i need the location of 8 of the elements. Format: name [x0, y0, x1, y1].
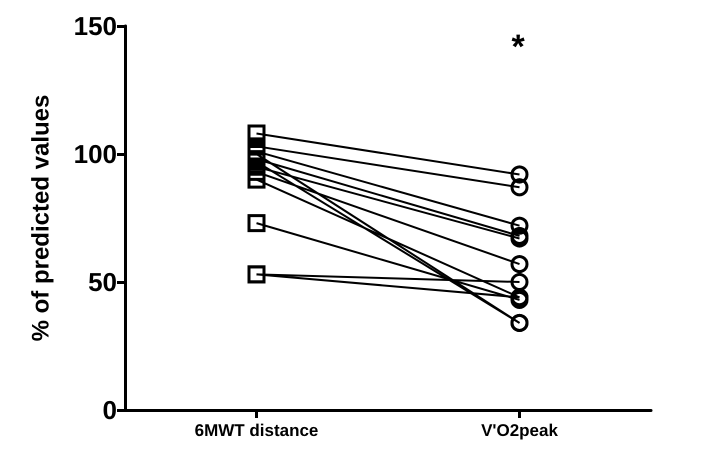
y-axis-title: % of predicted values [28, 94, 54, 342]
y-tick-label: 50 [88, 267, 117, 297]
annotation: * [512, 28, 526, 66]
y-tick-label: 100 [74, 139, 117, 169]
y-tick-label: 150 [74, 11, 117, 41]
y-tick-label: 0 [102, 395, 117, 425]
x-tick-label: V'O2peak [481, 421, 558, 440]
x-tick-label: 6MWT distance [194, 421, 318, 440]
